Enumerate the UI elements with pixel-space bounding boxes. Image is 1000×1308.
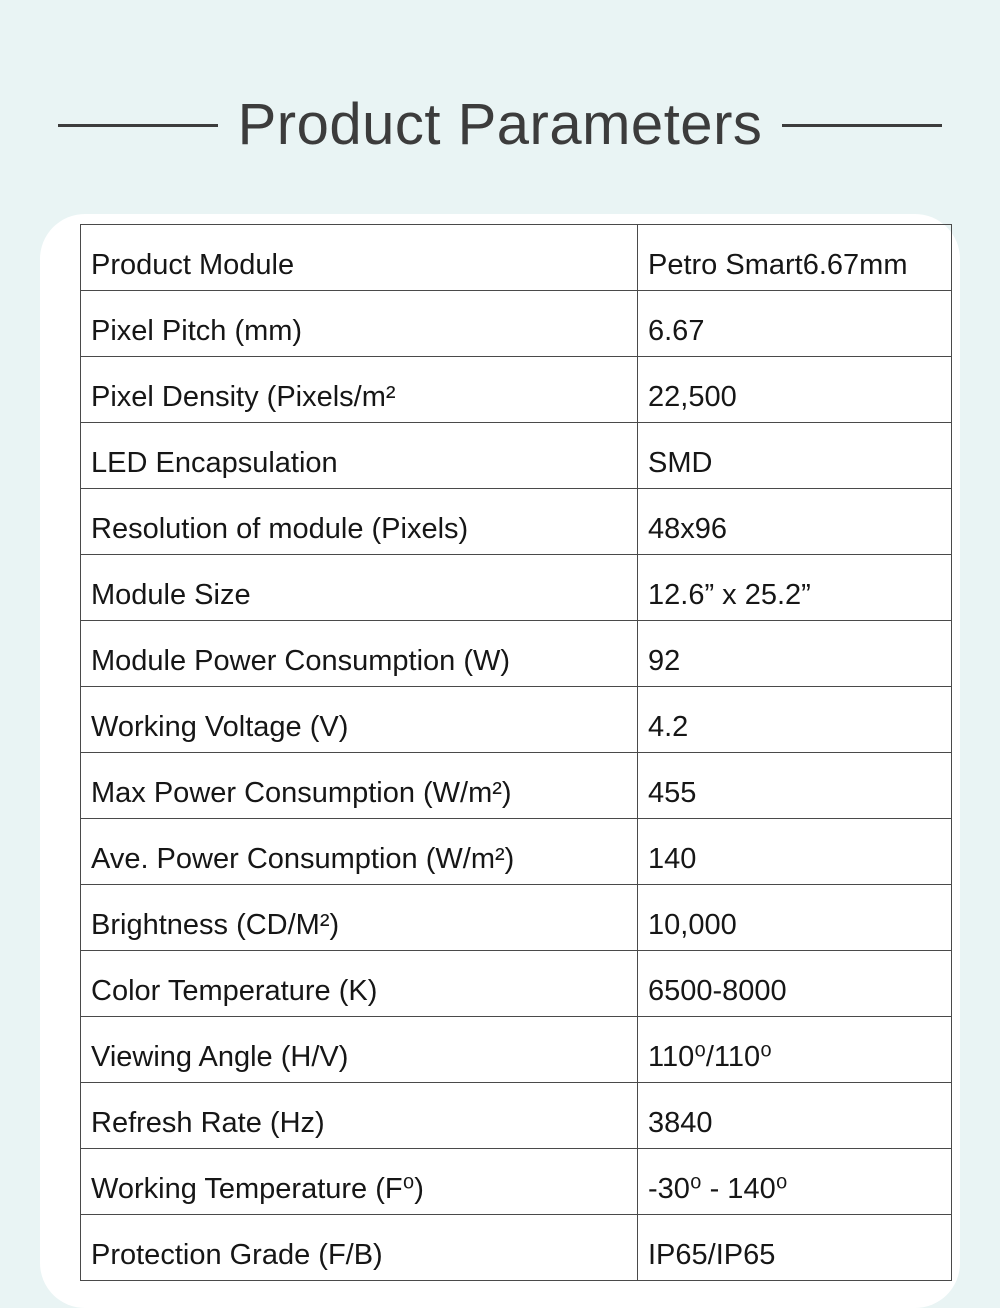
- param-label-cell: Resolution of module (Pixels): [80, 487, 638, 555]
- param-value-cell: 140: [637, 817, 952, 885]
- param-value-cell: 455: [637, 751, 952, 819]
- param-value-cell: 6500-8000: [637, 949, 952, 1017]
- param-value-cell: -30⁰ - 140⁰: [637, 1147, 952, 1215]
- param-label-cell: Refresh Rate (Hz): [80, 1081, 638, 1149]
- param-label-cell: Protection Grade (F/B): [80, 1213, 638, 1281]
- table-row: Viewing Angle (H/V) 110⁰/110⁰: [80, 1015, 952, 1083]
- parameters-card: Product Module Petro Smart6.67mm Pixel Pit…: [40, 213, 960, 1308]
- table-row: Protection Grade (F/B) IP65/IP65: [80, 1213, 952, 1281]
- param-value-cell: 6.67: [637, 289, 952, 357]
- parameters-table: Product Module Petro Smart6.67mm Pixel Pit…: [80, 223, 952, 1281]
- decorative-line-right: [782, 123, 943, 127]
- table-row: Pixel Pitch (mm) 6.67: [80, 289, 952, 357]
- table-row: Module Power Consumption (W) 92: [80, 619, 952, 687]
- table-row: Resolution of module (Pixels) 48x96: [80, 487, 952, 555]
- table-row: Working Temperature (F⁰) -30⁰ - 140⁰: [80, 1147, 952, 1215]
- table-row: LED Encapsulation SMD: [80, 421, 952, 489]
- param-label-cell: Color Temperature (K): [80, 949, 638, 1017]
- param-label-cell: Working Voltage (V): [80, 685, 638, 753]
- param-value-cell: Petro Smart6.67mm: [637, 223, 952, 291]
- param-label-cell: Module Size: [80, 553, 638, 621]
- param-label-cell: Brightness (CD/M²): [80, 883, 638, 951]
- param-label-cell: Max Power Consumption (W/m²): [80, 751, 638, 819]
- table-row: Refresh Rate (Hz) 3840: [80, 1081, 952, 1149]
- param-value-cell: 4.2: [637, 685, 952, 753]
- parameters-table-body: Product Module Petro Smart6.67mm Pixel Pit…: [80, 223, 952, 1281]
- param-value-cell: IP65/IP65: [637, 1213, 952, 1281]
- param-label-cell: Product Module: [80, 223, 638, 291]
- param-label-cell: Viewing Angle (H/V): [80, 1015, 638, 1083]
- param-value-cell: 48x96: [637, 487, 952, 555]
- param-label-cell: Pixel Density (Pixels/m²: [80, 355, 638, 423]
- param-label-cell: Working Temperature (F⁰): [80, 1147, 638, 1215]
- page-title: Product Parameters: [237, 92, 763, 157]
- section-header: Product Parameters: [0, 0, 1000, 159]
- param-value-cell: 22,500: [637, 355, 952, 423]
- table-row: Pixel Density (Pixels/m² 22,500: [80, 355, 952, 423]
- table-row: Color Temperature (K) 6500-8000: [80, 949, 952, 1017]
- param-value-cell: 10,000: [637, 883, 952, 951]
- param-label-cell: Module Power Consumption (W): [80, 619, 638, 687]
- table-row: Brightness (CD/M²) 10,000: [80, 883, 952, 951]
- param-value-cell: 12.6” x 25.2”: [637, 553, 952, 621]
- table-row: Working Voltage (V) 4.2: [80, 685, 952, 753]
- table-row: Product Module Petro Smart6.67mm: [80, 223, 952, 291]
- table-row: Max Power Consumption (W/m²) 455: [80, 751, 952, 819]
- param-value-cell: 92: [637, 619, 952, 687]
- table-row: Ave. Power Consumption (W/m²) 140: [80, 817, 952, 885]
- param-value-cell: 3840: [637, 1081, 952, 1149]
- param-label-cell: Ave. Power Consumption (W/m²): [80, 817, 638, 885]
- param-label-cell: Pixel Pitch (mm): [80, 289, 638, 357]
- decorative-line-left: [57, 123, 218, 127]
- param-label-cell: LED Encapsulation: [80, 421, 638, 489]
- param-value-cell: 110⁰/110⁰: [637, 1015, 952, 1083]
- param-value-cell: SMD: [637, 421, 952, 489]
- table-row: Module Size 12.6” x 25.2”: [80, 553, 952, 621]
